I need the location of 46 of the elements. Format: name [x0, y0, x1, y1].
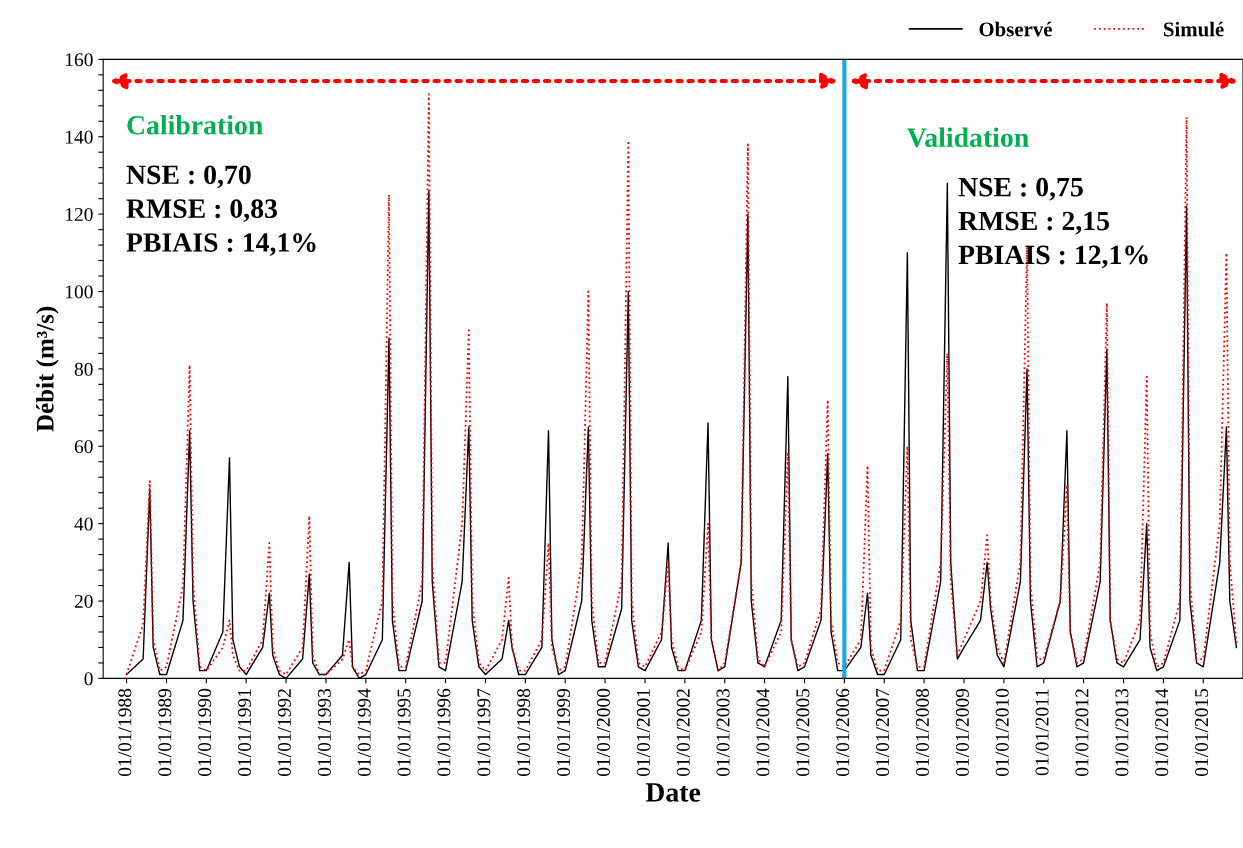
annotation: NSE : 0,70 RMSE : 0,83 PBIAIS : 14,1%	[126, 165, 316, 256]
annotation: Calibration	[127, 115, 263, 135]
x-tick-label: 01/01/1999	[556, 688, 571, 776]
y-tick-label: 40	[74, 517, 93, 531]
x-axis-title: Date	[645, 783, 701, 802]
y-tick-label: 60	[74, 440, 93, 454]
x-tick-label: 01/01/1995	[397, 688, 411, 776]
y-tick-label: 120	[65, 207, 93, 222]
x-tick-label: 01/01/2015	[1195, 688, 1209, 776]
legend-label: Observé	[979, 21, 1052, 37]
x-tick-label: 01/01/1994	[357, 688, 371, 776]
x-tick-label: 01/01/2014	[1155, 688, 1169, 776]
x-tick-label: 01/01/2003	[716, 688, 730, 776]
legend-label: Simulé	[1164, 21, 1224, 37]
y-tick-label: 20	[74, 594, 93, 608]
line-series	[125, 93, 1238, 676]
x-tick-label: 01/01/2000	[596, 688, 610, 776]
annotation: NSE : 0,75 RMSE : 2,15 PBIAIS : 12,1%	[958, 177, 1148, 269]
x-tick-label: 01/01/2002	[676, 689, 690, 776]
y-tick-label: 160	[65, 53, 93, 67]
annotation: Validation	[907, 127, 1029, 148]
y-axis-title: Débit (m³/s)	[36, 306, 59, 432]
x-tick-label: 01/01/2001	[636, 689, 650, 776]
x-tick-label: 01/01/1992	[277, 689, 291, 776]
x-tick-label: 01/01/1991	[237, 689, 252, 776]
x-tick-label: 01/01/2006	[836, 688, 850, 776]
y-tick-label: 100	[65, 285, 93, 299]
x-tick-label: 01/01/1996	[437, 688, 451, 776]
x-tick-label: 01/01/2005	[796, 688, 810, 776]
x-tick-label: 01/01/1997	[477, 688, 491, 776]
x-tick-label: 01/01/1988	[118, 688, 132, 776]
x-tick-label: 01/01/2011	[1035, 689, 1049, 776]
x-tick-label: 01/01/2010	[995, 688, 1009, 776]
x-tick-label: 01/01/2013	[1115, 688, 1129, 776]
x-tick-label: 01/01/2004	[756, 688, 770, 776]
y-tick-label: 0	[84, 672, 93, 686]
x-tick-label: 01/01/2008	[915, 688, 929, 776]
y-tick-label: 80	[74, 362, 93, 376]
y-tick-label: 140	[65, 130, 93, 144]
x-tick-label: 01/01/1998	[517, 688, 531, 776]
x-tick-label: 01/01/1993	[317, 688, 331, 776]
x-tick-label: 01/01/1989	[158, 688, 172, 776]
x-tick-label: 01/01/2009	[955, 688, 969, 776]
x-tick-label: 01/01/2012	[1075, 689, 1089, 776]
x-tick-label: 01/01/2007	[875, 688, 890, 776]
x-tick-label: 01/01/1990	[198, 688, 212, 776]
